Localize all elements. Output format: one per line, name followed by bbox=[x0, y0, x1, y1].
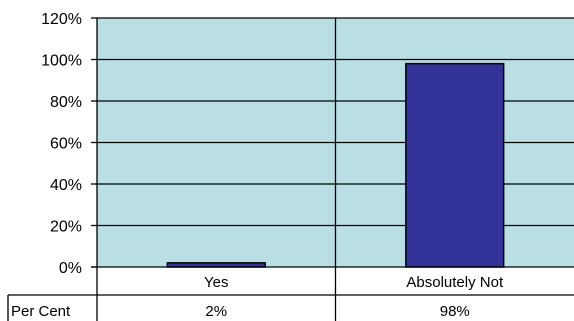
y-axis-ticks: 0% 20% 40% 60% 80% 100% 120% bbox=[41, 11, 97, 277]
y-tick-label: 120% bbox=[41, 11, 82, 28]
series-name-label: Per Cent bbox=[11, 303, 71, 320]
y-tick-label: 100% bbox=[41, 53, 82, 70]
data-table-value: 2% bbox=[205, 303, 227, 320]
bars bbox=[166, 62, 505, 268]
category-label: Absolutely Not bbox=[406, 274, 504, 291]
data-table-value: 98% bbox=[440, 303, 470, 320]
y-tick-label: 20% bbox=[50, 219, 82, 236]
y-tick-label: 60% bbox=[50, 136, 82, 153]
y-tick-label: 80% bbox=[50, 94, 82, 111]
bar-absolutely-not bbox=[405, 62, 505, 268]
y-tick-label: 0% bbox=[59, 260, 82, 277]
data-table: Yes 2% Absolutely Not 98% Per Cent bbox=[7, 274, 574, 321]
bar-yes bbox=[166, 262, 266, 268]
y-tick-label: 40% bbox=[50, 177, 82, 194]
category-label: Yes bbox=[204, 274, 228, 291]
